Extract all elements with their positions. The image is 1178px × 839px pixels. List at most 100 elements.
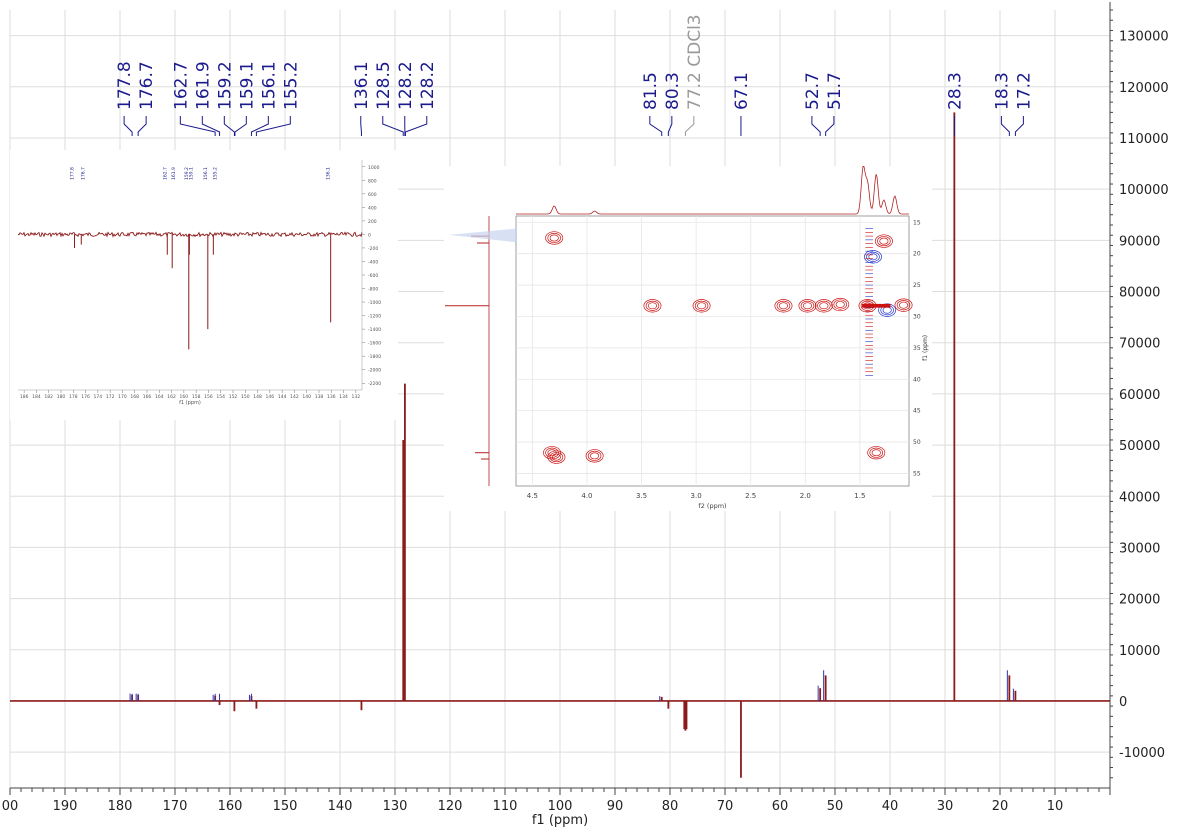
inset-2d-x-tick-label: 3.0 xyxy=(691,492,702,500)
peak-label-group: 52.7 xyxy=(803,72,823,136)
peak-label: 128.5 xyxy=(374,61,394,110)
inset-2d-y-tick-label: 35 xyxy=(913,345,921,352)
inset-1d-peak-label: 136.1 xyxy=(326,167,332,180)
y-tick-label: 60000 xyxy=(1119,388,1160,403)
inset-1d-y-tick-label: 400 xyxy=(368,205,377,211)
x-tick-label: 90 xyxy=(607,799,624,814)
inset-1d-peak-label: 161.9 xyxy=(171,167,177,180)
y-tick-label: 120000 xyxy=(1119,81,1169,96)
inset-2d-y-tick-label: 50 xyxy=(913,439,921,446)
y-tick-label: -10000 xyxy=(1119,746,1165,761)
inset-1d-y-tick-label: -1400 xyxy=(368,327,381,333)
peak-label-connector xyxy=(202,116,219,136)
inset-1d-y-tick-label: 600 xyxy=(368,192,377,198)
y-tick-label: 130000 xyxy=(1119,30,1169,45)
inset-1d-y-tick-label: -1800 xyxy=(368,354,381,360)
peak-label-connector xyxy=(826,116,834,136)
peak-label-connector xyxy=(685,116,693,136)
peak-label: 28.3 xyxy=(945,72,965,110)
peak-label-group: 128.2 xyxy=(396,61,416,136)
peak-label-group: 67.1 xyxy=(732,72,752,136)
peak-label: 161.9 xyxy=(193,61,213,110)
x-tick-label: 150 xyxy=(273,799,298,814)
inset-1d-x-tick-label: 162 xyxy=(167,394,176,400)
inset-1d-peak-label: 162.7 xyxy=(162,167,168,180)
peak-label: 128.2 xyxy=(418,61,438,110)
peak-label-connector xyxy=(1015,116,1023,136)
x-tick-label: 20 xyxy=(992,799,1009,814)
inset-1d-x-tick-label: 156 xyxy=(204,394,213,400)
y-tick-label: 50000 xyxy=(1119,439,1160,454)
inset-1d-peak-label: 177.8 xyxy=(70,167,76,180)
peak-label: 17.2 xyxy=(1014,72,1034,110)
inset-1d-x-title: f1 (ppm) xyxy=(179,400,201,406)
inset-1d-x-tick-label: 152 xyxy=(229,394,238,400)
inset-1d-x-tick-label: 164 xyxy=(155,394,164,400)
inset-2d-y-tick-label: 40 xyxy=(913,376,921,383)
peak-label: 177.8 xyxy=(115,61,135,110)
x-tick-label: 70 xyxy=(717,799,734,814)
x-axis-title: f1 (ppm) xyxy=(532,813,588,828)
inset-1d-y-tick-label: -600 xyxy=(368,273,378,279)
x-tick-label: 130 xyxy=(383,799,408,814)
x-tick-label: 110 xyxy=(493,799,518,814)
peak-label-group: 159.1 xyxy=(235,61,257,136)
inset-2d-y-title: f1 (ppm) xyxy=(922,335,929,361)
x-tick-label: 140 xyxy=(328,799,353,814)
peak-label-connector xyxy=(383,116,403,136)
peak-label-connector xyxy=(138,116,146,136)
inset-1d-y-tick-label: -400 xyxy=(368,259,378,265)
peak-label-group: 80.3 xyxy=(663,72,683,136)
x-tick-label: 180 xyxy=(108,799,133,814)
peak-label: 67.1 xyxy=(732,72,752,110)
inset-2d-y-tick-label: 25 xyxy=(913,282,921,289)
inset-1d-x-tick-label: 180 xyxy=(57,394,66,400)
peak-label-connector xyxy=(361,116,362,136)
inset-1d-x-tick-label: 184 xyxy=(32,394,41,400)
peak-label-group: 176.7 xyxy=(137,61,157,136)
inset-1d-y-tick-label: 800 xyxy=(368,178,377,184)
inset-1d-x-tick-label: 142 xyxy=(290,394,299,400)
inset-1d-y-tick-label: -2200 xyxy=(368,381,381,387)
y-tick-label: 110000 xyxy=(1119,132,1169,147)
inset-2d-y-tick-label: 15 xyxy=(913,219,921,226)
inset-1d-peak-label: 176.7 xyxy=(80,167,86,180)
x-tick-label: 30 xyxy=(937,799,954,814)
inset-1d-y-tick-label: -800 xyxy=(368,287,378,293)
x-tick-label: 170 xyxy=(163,799,188,814)
y-tick-label: 40000 xyxy=(1119,490,1160,505)
inset-1d-y-tick-label: -200 xyxy=(368,246,378,252)
inset-1d-y-tick-label: 0 xyxy=(368,232,371,238)
peak-label: 159.1 xyxy=(237,61,257,110)
inset-1d-y-tick-label: 1000 xyxy=(368,165,380,171)
inset-1d-x-tick-label: 166 xyxy=(143,394,152,400)
inset-1d-x-tick-label: 140 xyxy=(302,394,311,400)
inset-1d-x-tick-label: 134 xyxy=(339,394,348,400)
peak-label: 176.7 xyxy=(137,61,157,110)
x-tick-label: 80 xyxy=(662,799,679,814)
y-tick-label: 100000 xyxy=(1119,183,1169,198)
inset-2d-x-tick-label: 4.0 xyxy=(581,492,592,500)
peak-label: 80.3 xyxy=(663,72,683,110)
peak-label-group: 159.2 xyxy=(215,61,235,136)
inset-1d-x-tick-label: 136 xyxy=(327,394,336,400)
y-tick-label: 80000 xyxy=(1119,286,1160,301)
x-tick-label: 50 xyxy=(827,799,844,814)
inset-1d-x-tick-label: 168 xyxy=(130,394,139,400)
inset-1d-x-tick-label: 172 xyxy=(106,394,115,400)
peak-label-connector xyxy=(812,116,820,136)
inset-1d-y-tick-label: -1600 xyxy=(368,341,381,347)
inset-2d-x-tick-label: 2.0 xyxy=(800,492,811,500)
y-tick-label: 10000 xyxy=(1119,644,1160,659)
inset-1d-background xyxy=(10,150,398,420)
peak-label-connector xyxy=(224,116,234,136)
y-tick-label: 30000 xyxy=(1119,541,1160,556)
peak-label: 156.1 xyxy=(259,61,279,110)
peak-label-connector xyxy=(124,116,132,136)
x-tick-label: 10 xyxy=(1047,799,1064,814)
inset-1d-x-tick-label: 176 xyxy=(81,394,90,400)
peak-label-group: 136.1 xyxy=(352,61,372,136)
peak-label: 77.2 CDCl3 xyxy=(685,14,705,110)
